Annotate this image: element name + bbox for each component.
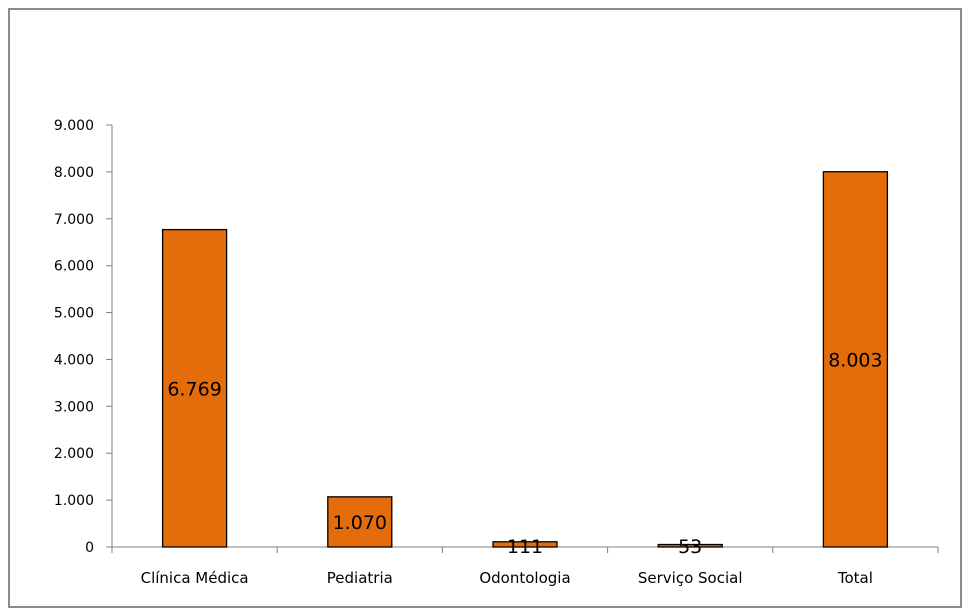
y-tick-label: 4.000: [54, 352, 94, 368]
data-label: 8.003: [828, 349, 882, 371]
data-label: 1.070: [333, 512, 387, 534]
y-tick-label: 7.000: [54, 212, 94, 228]
bar: [657, 543, 723, 548]
y-tick-label: 1.000: [54, 493, 94, 509]
x-tick-label: Total: [837, 569, 873, 587]
bar: [492, 541, 558, 548]
y-tick-label: 3.000: [54, 399, 94, 415]
axes: 0 1.000 2.000 3.000 4.000 5.000 6.000 7.000 8.00…: [54, 118, 939, 556]
y-tick-label: 6.000: [54, 259, 94, 275]
x-tick-label: Odontologia: [479, 569, 570, 587]
labels: Clínica Médica 6.769 Pediatria 1.070 Odontol…: [141, 349, 883, 587]
x-tick-label: Clínica Médica: [141, 569, 249, 587]
data-label: 111: [507, 536, 543, 558]
x-tick-label: Pediatria: [327, 569, 393, 587]
y-tick-label: 8.000: [54, 165, 94, 181]
bar: [161, 228, 228, 548]
bar: [822, 171, 889, 548]
y-tick-label: 0: [85, 540, 94, 556]
y-tick-label: 2.000: [54, 446, 94, 462]
x-tick-label: Serviço Social: [638, 569, 743, 587]
bar: [327, 496, 393, 548]
y-tick-label: 5.000: [54, 306, 94, 322]
data-label: 53: [678, 536, 702, 558]
bars: [161, 171, 889, 548]
y-tick-label: 9.000: [54, 118, 94, 134]
data-label: 6.769: [167, 378, 221, 400]
